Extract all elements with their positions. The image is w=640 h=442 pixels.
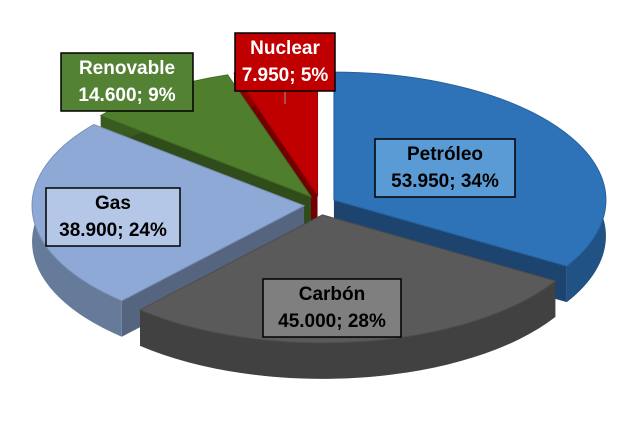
slice-name: Petróleo	[407, 144, 483, 165]
slice-name: Renovable	[79, 58, 175, 79]
slice-name: Carbón	[299, 284, 366, 305]
slice-value-label: 38.900; 24%	[59, 220, 167, 241]
slice-value-label: 7.950; 5%	[242, 65, 329, 86]
label-box	[45, 187, 181, 247]
label-box	[234, 32, 336, 92]
label-box	[374, 138, 516, 198]
slice-value-label: 53.950; 34%	[391, 171, 499, 192]
slice-value-label: 45.000; 28%	[278, 311, 386, 332]
slice-name: Nuclear	[250, 38, 320, 59]
label-box	[60, 52, 194, 112]
label-box	[262, 278, 402, 338]
slice-value-label: 14.600; 9%	[78, 85, 175, 106]
slice-side	[140, 280, 556, 379]
slice-name: Gas	[95, 193, 131, 214]
